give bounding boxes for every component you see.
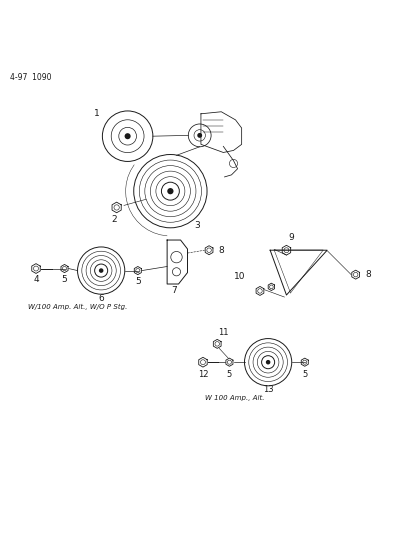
Text: 5: 5 (61, 276, 67, 285)
Text: 12: 12 (197, 370, 208, 379)
Text: 4: 4 (33, 276, 39, 285)
Text: 10: 10 (233, 272, 245, 281)
Text: 5: 5 (226, 370, 231, 379)
Text: 4-97  1090: 4-97 1090 (9, 73, 51, 82)
Text: 8: 8 (218, 246, 224, 255)
Text: 13: 13 (262, 385, 273, 394)
Text: 5: 5 (135, 278, 140, 286)
Text: W/100 Amp. Alt., W/O P Stg.: W/100 Amp. Alt., W/O P Stg. (28, 304, 127, 310)
Text: 11: 11 (218, 328, 228, 337)
Text: 9: 9 (288, 233, 294, 243)
Text: 1: 1 (94, 109, 100, 118)
Text: 5: 5 (301, 370, 307, 379)
Circle shape (124, 133, 130, 139)
Text: 6: 6 (98, 294, 104, 303)
Text: 3: 3 (193, 221, 199, 230)
Text: 2: 2 (112, 215, 117, 224)
Text: W 100 Amp., Alt.: W 100 Amp., Alt. (204, 394, 264, 401)
Circle shape (197, 133, 202, 138)
Circle shape (99, 268, 103, 273)
Circle shape (167, 188, 173, 195)
Circle shape (265, 360, 270, 365)
Text: 7: 7 (171, 286, 177, 295)
Text: 8: 8 (364, 270, 370, 279)
